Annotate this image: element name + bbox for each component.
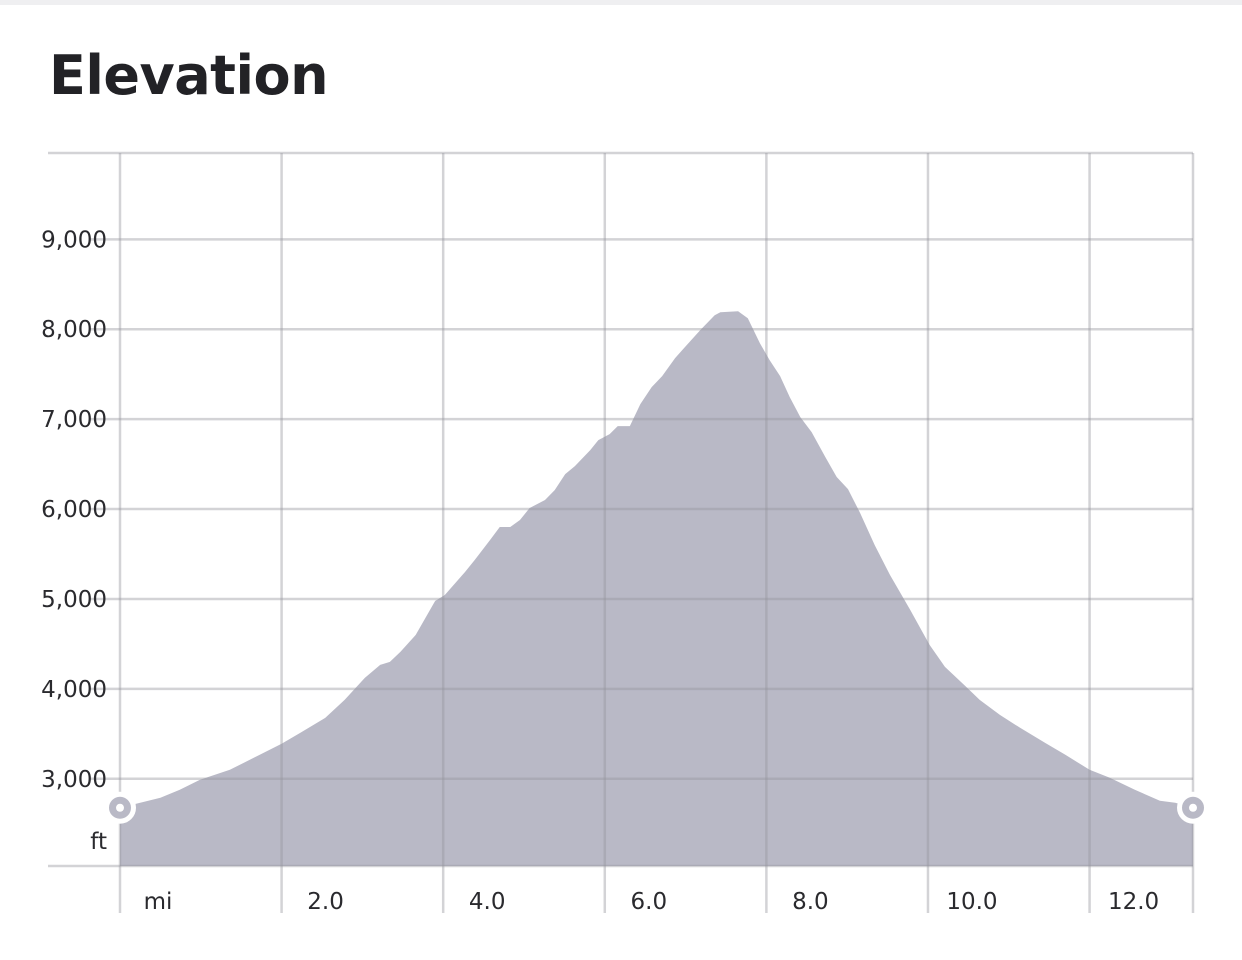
marker-circle: [1189, 803, 1197, 812]
start-marker-icon[interactable]: [104, 791, 136, 824]
y-unit-label: ft: [90, 829, 107, 855]
x-tick-label: 2.0: [307, 889, 344, 915]
x-tick-label: 4.0: [469, 889, 506, 915]
y-tick-label: 5,000: [41, 587, 107, 613]
y-tick-label: 4,000: [41, 677, 107, 703]
x-tick-label: 10.0: [946, 889, 997, 915]
top-bar: [0, 0, 1242, 5]
page-title: Elevation: [49, 44, 329, 107]
x-tick-label: 12.0: [1108, 889, 1159, 915]
y-tick-label: 6,000: [41, 497, 107, 523]
elevation-area: [120, 311, 1193, 866]
marker-circle: [116, 803, 124, 812]
y-tick-label: 7,000: [41, 407, 107, 433]
y-tick-label: 3,000: [41, 767, 107, 793]
x-tick-label: mi: [144, 889, 173, 915]
x-tick-label: 8.0: [792, 889, 829, 915]
end-marker-icon[interactable]: [1177, 791, 1209, 824]
x-tick-label: 6.0: [631, 889, 668, 915]
y-tick-label: 8,000: [41, 317, 107, 343]
y-tick-label: 9,000: [41, 227, 107, 253]
